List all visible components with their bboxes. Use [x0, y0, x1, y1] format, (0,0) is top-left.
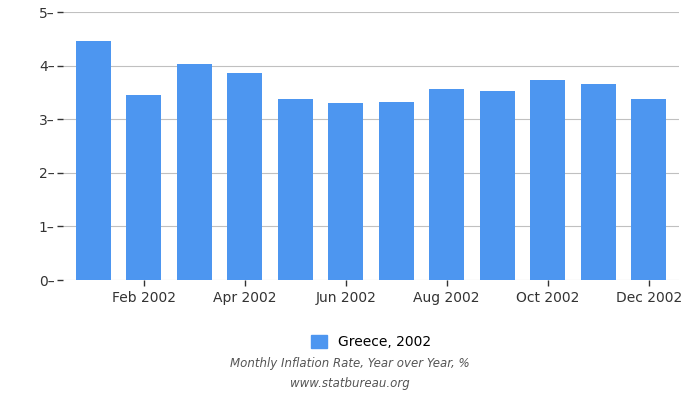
Bar — [429, 89, 464, 280]
Bar — [278, 99, 313, 280]
Bar — [530, 80, 566, 280]
Bar — [631, 99, 666, 280]
Bar — [580, 84, 616, 280]
Bar — [176, 64, 212, 280]
Bar — [328, 103, 363, 280]
Text: www.statbureau.org: www.statbureau.org — [290, 378, 410, 390]
Legend: Greece, 2002: Greece, 2002 — [311, 335, 431, 349]
Text: Monthly Inflation Rate, Year over Year, %: Monthly Inflation Rate, Year over Year, … — [230, 358, 470, 370]
Bar — [379, 102, 414, 280]
Bar — [126, 95, 162, 280]
Bar — [480, 91, 515, 280]
Bar — [227, 72, 262, 280]
Bar — [76, 42, 111, 280]
